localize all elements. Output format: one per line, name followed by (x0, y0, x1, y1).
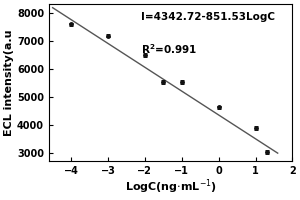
X-axis label: LogC(ng$\cdot$mL$^{-1}$): LogC(ng$\cdot$mL$^{-1}$) (125, 177, 217, 196)
Text: R$^{\mathbf{2}}$=0.991: R$^{\mathbf{2}}$=0.991 (142, 42, 198, 56)
Y-axis label: ECL intensity(a.u: ECL intensity(a.u (4, 29, 14, 136)
Text: I=4342.72-851.53LogC: I=4342.72-851.53LogC (142, 12, 275, 22)
